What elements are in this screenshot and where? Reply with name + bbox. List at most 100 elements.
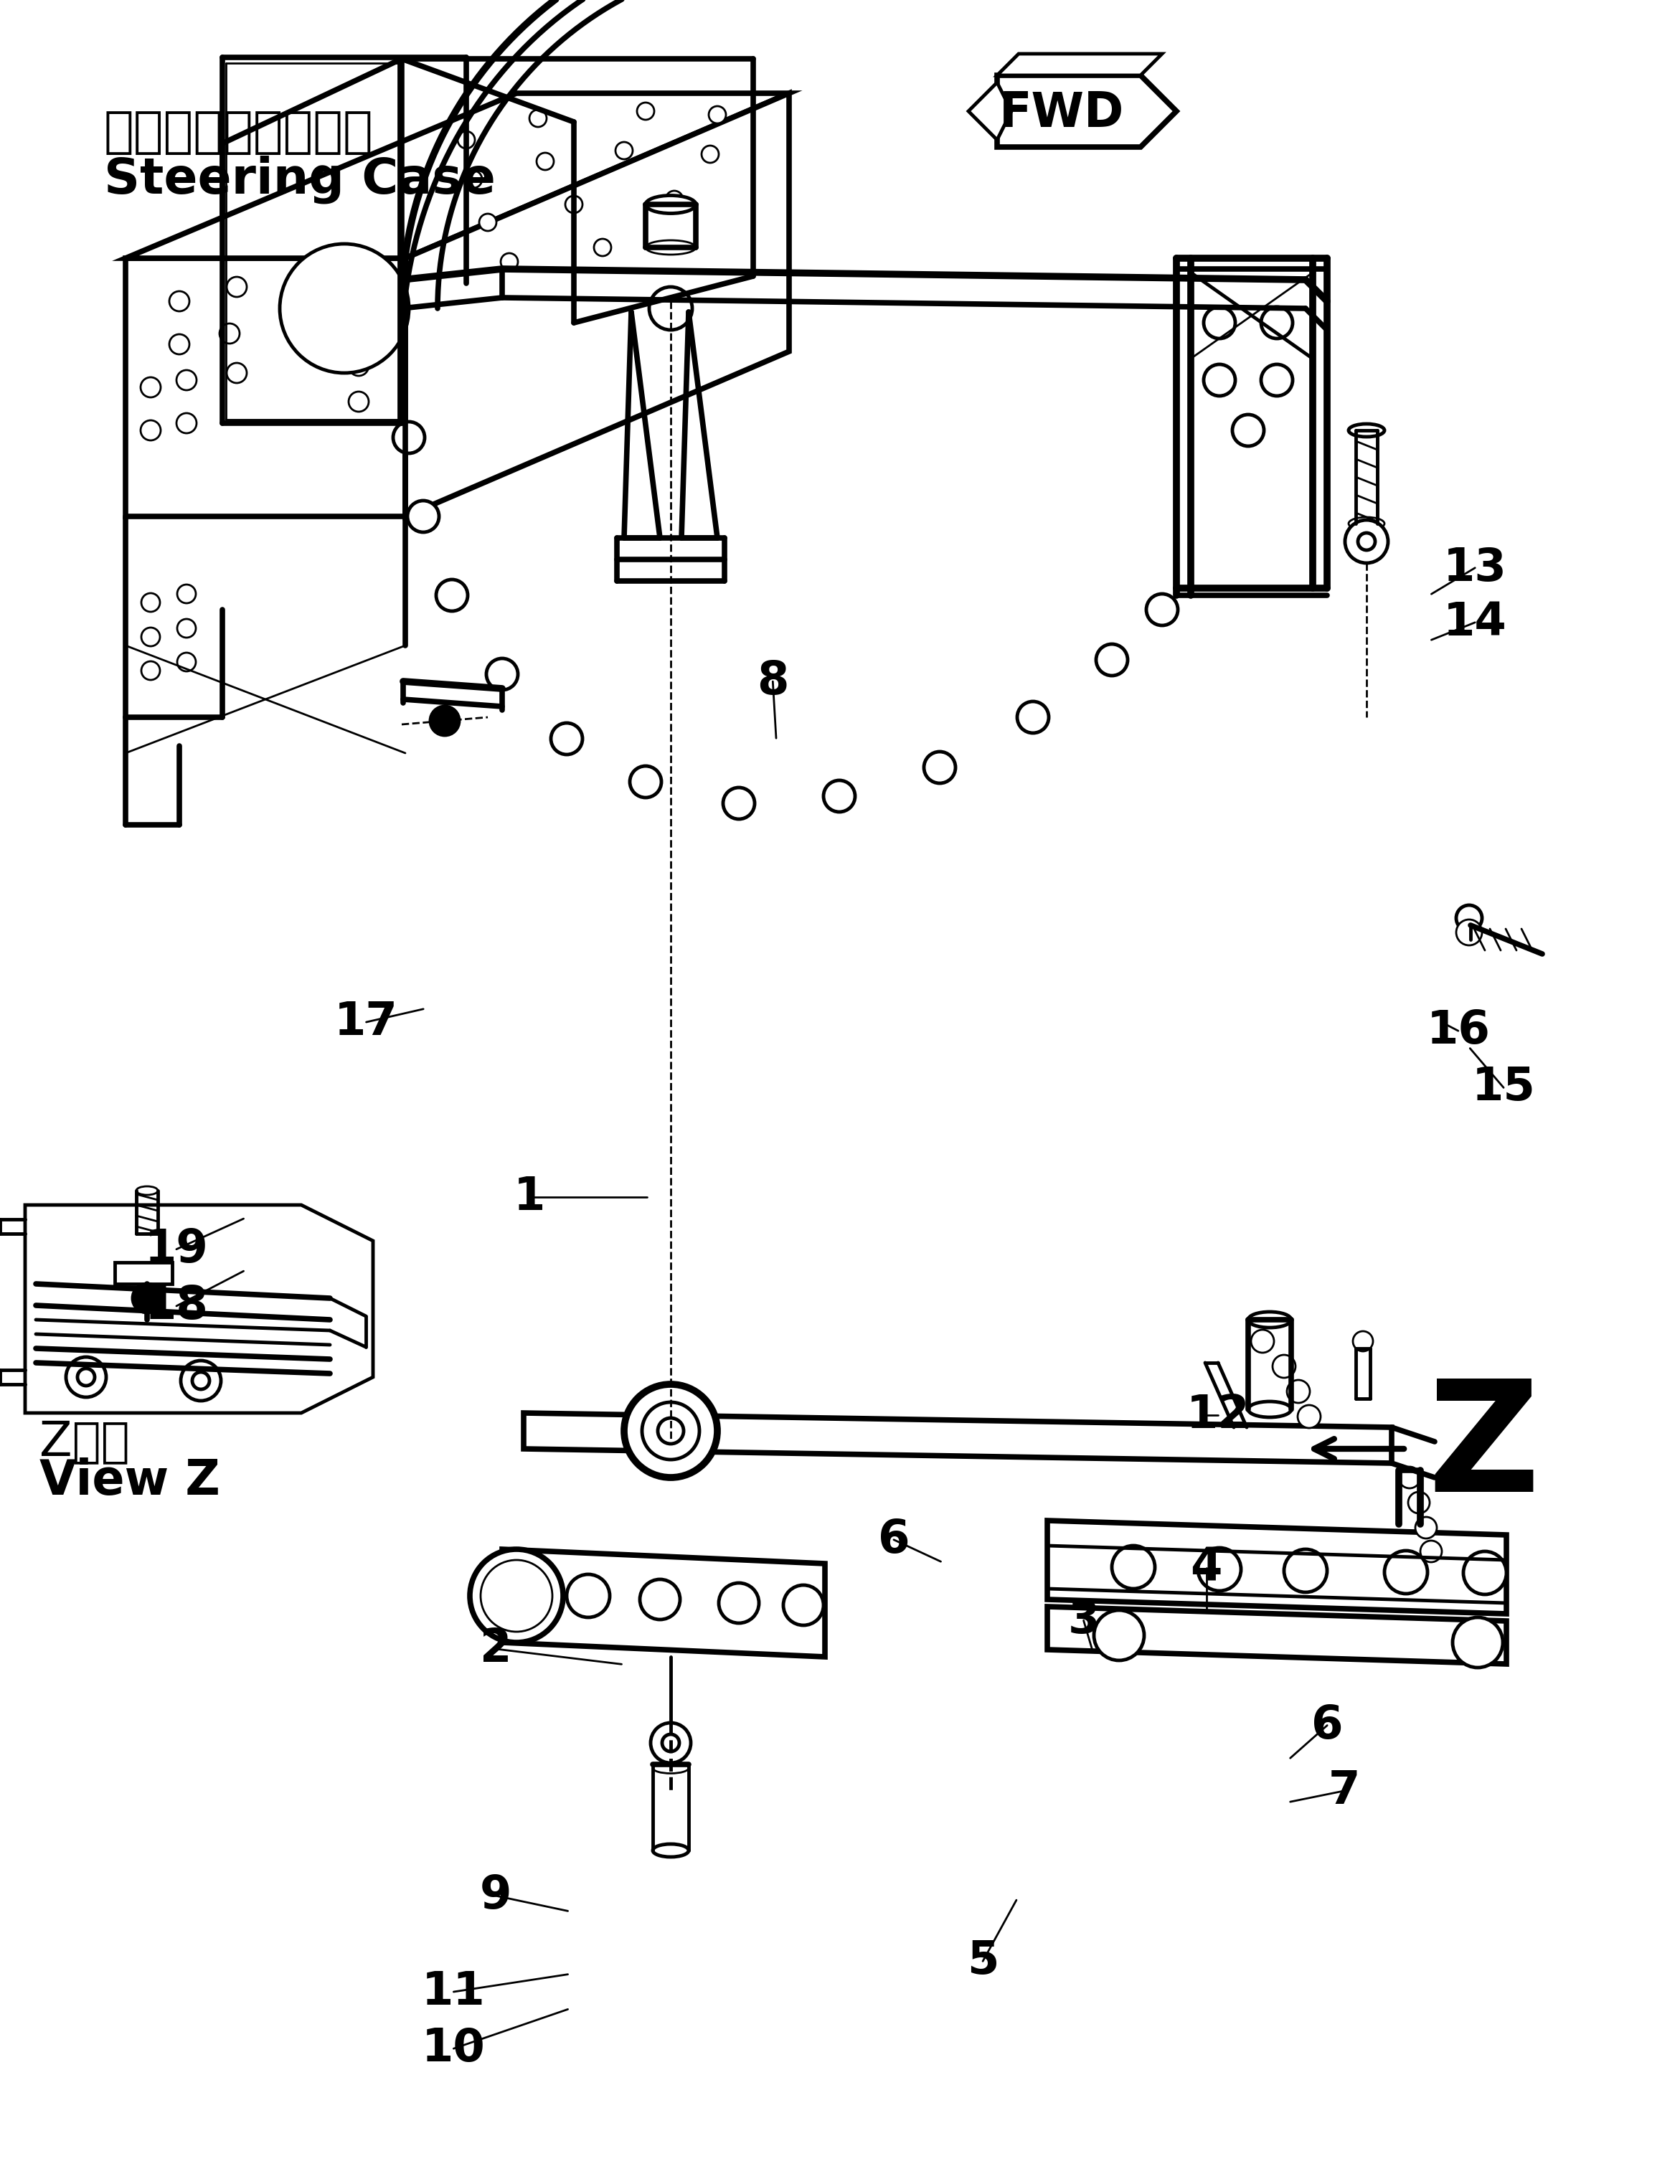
Circle shape — [133, 1284, 161, 1313]
Circle shape — [1297, 1404, 1320, 1428]
Text: 12: 12 — [1186, 1393, 1250, 1437]
Circle shape — [659, 1417, 684, 1444]
Polygon shape — [502, 1548, 825, 1658]
Circle shape — [430, 705, 459, 736]
Ellipse shape — [645, 194, 696, 214]
Text: 6: 6 — [1310, 1704, 1344, 1747]
Circle shape — [408, 500, 438, 533]
Circle shape — [393, 422, 425, 454]
Text: Steering Case: Steering Case — [104, 155, 496, 203]
Circle shape — [1457, 904, 1482, 930]
Text: 17: 17 — [334, 1000, 398, 1044]
Circle shape — [1284, 1548, 1327, 1592]
Text: 9: 9 — [479, 1874, 512, 1918]
Circle shape — [470, 1548, 563, 1642]
Circle shape — [176, 369, 197, 391]
Text: 5: 5 — [966, 1939, 1000, 1983]
Polygon shape — [126, 94, 790, 258]
Circle shape — [551, 723, 583, 753]
Circle shape — [564, 197, 583, 214]
Circle shape — [1457, 919, 1482, 946]
Text: 11: 11 — [422, 1970, 486, 2014]
Circle shape — [1198, 1548, 1242, 1590]
Circle shape — [1262, 365, 1292, 395]
Ellipse shape — [1248, 1402, 1292, 1417]
Circle shape — [1415, 1518, 1436, 1538]
Text: 10: 10 — [422, 2027, 486, 2070]
Circle shape — [176, 653, 197, 670]
Circle shape — [1262, 308, 1292, 339]
Circle shape — [1203, 365, 1235, 395]
Circle shape — [437, 579, 467, 612]
Text: 19: 19 — [144, 1227, 208, 1271]
Circle shape — [1112, 1546, 1154, 1588]
Circle shape — [1287, 1380, 1310, 1402]
Circle shape — [1094, 1610, 1144, 1660]
Circle shape — [1203, 308, 1235, 339]
Circle shape — [141, 378, 161, 397]
Circle shape — [823, 780, 855, 812]
Circle shape — [141, 662, 160, 679]
Text: 16: 16 — [1426, 1009, 1490, 1053]
Circle shape — [650, 1723, 690, 1762]
Circle shape — [141, 594, 160, 612]
Text: 2: 2 — [480, 1627, 511, 1671]
Circle shape — [566, 1575, 610, 1618]
Circle shape — [640, 1579, 680, 1621]
Ellipse shape — [1349, 518, 1384, 531]
Text: 1: 1 — [514, 1175, 544, 1219]
Circle shape — [665, 190, 682, 207]
Circle shape — [220, 323, 240, 343]
Circle shape — [1384, 1551, 1428, 1594]
Circle shape — [77, 1369, 94, 1385]
Text: 8: 8 — [756, 660, 790, 703]
Circle shape — [529, 109, 546, 127]
Text: 18: 18 — [144, 1284, 208, 1328]
Text: 4: 4 — [1191, 1546, 1221, 1590]
Circle shape — [1272, 1354, 1295, 1378]
Circle shape — [1146, 594, 1178, 625]
Circle shape — [480, 1559, 553, 1631]
Polygon shape — [1047, 1607, 1507, 1664]
Circle shape — [227, 363, 247, 382]
Circle shape — [1453, 1618, 1504, 1669]
Circle shape — [479, 214, 496, 232]
Circle shape — [1346, 520, 1388, 563]
Circle shape — [176, 413, 197, 432]
Circle shape — [176, 585, 197, 603]
Polygon shape — [1047, 1520, 1507, 1614]
Polygon shape — [25, 1206, 373, 1413]
Polygon shape — [405, 94, 790, 515]
Circle shape — [630, 767, 662, 797]
Circle shape — [662, 1734, 679, 1752]
Circle shape — [141, 627, 160, 646]
Polygon shape — [998, 55, 1163, 74]
Circle shape — [170, 290, 190, 312]
Circle shape — [536, 153, 554, 170]
Circle shape — [924, 751, 956, 784]
Circle shape — [719, 1583, 759, 1623]
Polygon shape — [114, 1262, 171, 1284]
Circle shape — [709, 107, 726, 122]
Polygon shape — [968, 83, 1011, 140]
Circle shape — [349, 356, 368, 376]
Circle shape — [637, 103, 654, 120]
Circle shape — [176, 618, 197, 638]
Text: FWD: FWD — [1000, 90, 1124, 138]
Circle shape — [501, 253, 517, 271]
Text: 14: 14 — [1443, 601, 1507, 644]
Circle shape — [642, 1402, 699, 1459]
Circle shape — [486, 657, 517, 690]
Circle shape — [722, 788, 754, 819]
Circle shape — [615, 142, 633, 159]
Circle shape — [1408, 1492, 1430, 1514]
Circle shape — [465, 170, 482, 188]
Text: 6: 6 — [877, 1518, 911, 1562]
Circle shape — [192, 1372, 210, 1389]
Ellipse shape — [654, 1762, 689, 1773]
Circle shape — [1016, 701, 1048, 734]
Circle shape — [281, 245, 408, 373]
Text: 7: 7 — [1327, 1769, 1361, 1813]
Text: View Z: View Z — [39, 1457, 220, 1505]
Circle shape — [141, 419, 161, 441]
